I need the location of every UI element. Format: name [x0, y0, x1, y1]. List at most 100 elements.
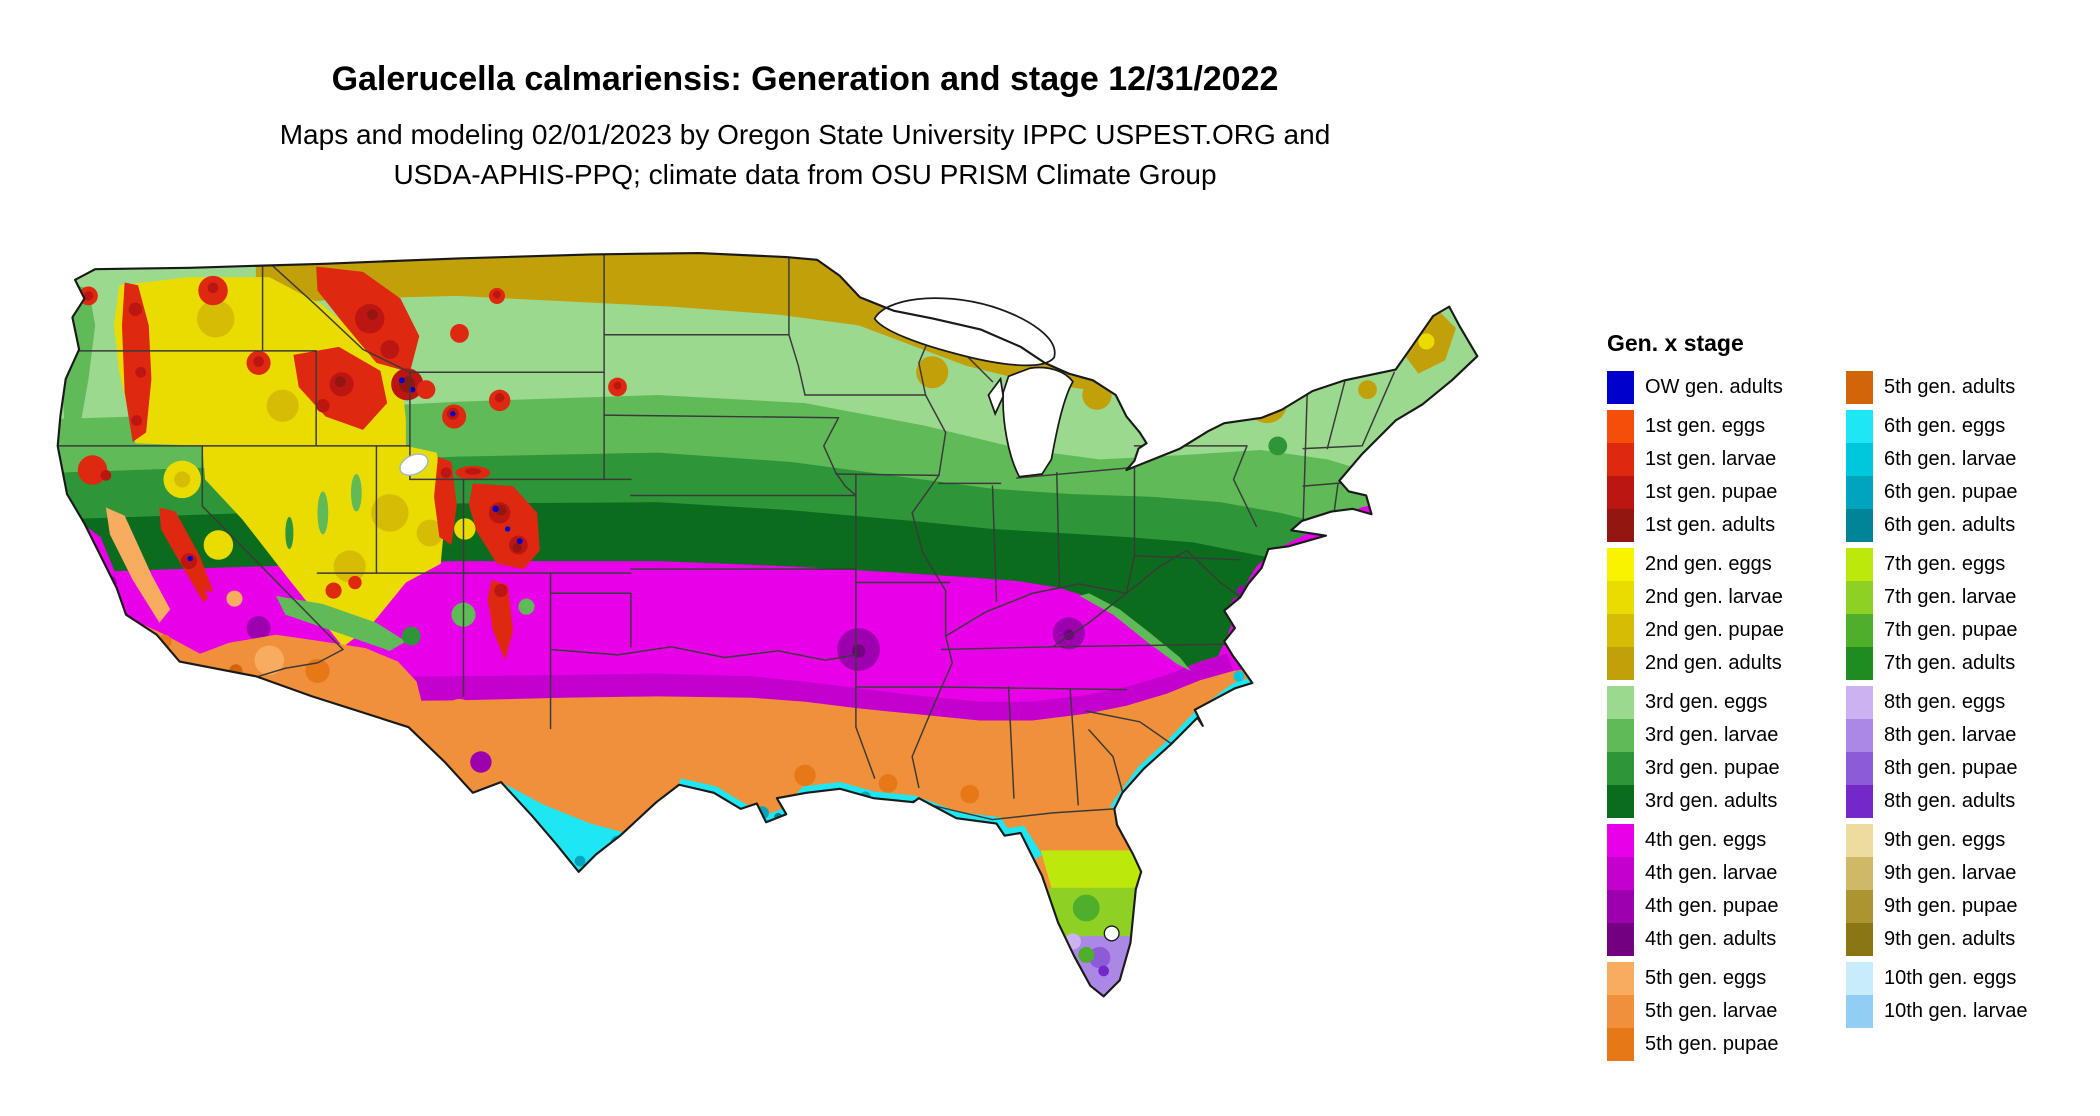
legend-swatch: [1846, 443, 1874, 476]
legend-label: 4th gen. eggs: [1645, 829, 1767, 851]
legend-swatch: [1607, 962, 1634, 995]
legend-swatch: [1846, 647, 1874, 680]
legend-swatch: [1607, 581, 1634, 614]
green-bay: [987, 376, 1005, 417]
legend-label: 7th gen. adults: [1884, 652, 2016, 674]
legend-label: 9th gen. pupae: [1884, 895, 2018, 917]
legend-swatch: [1846, 581, 1874, 614]
legend-swatch: [1607, 548, 1634, 581]
legend-item: 3rd gen. pupae: [1607, 752, 1784, 785]
legend-swatch: [1846, 923, 1874, 956]
legend-item: 7th gen. adults: [1846, 647, 2027, 680]
legend-item: 4th gen. larvae: [1607, 857, 1784, 890]
map-subtitle: Maps and modeling 02/01/2023 by Oregon S…: [55, 115, 1555, 195]
legend-swatch: [1607, 995, 1634, 1028]
ow-adults-specks: [187, 377, 523, 562]
legend-group: 10th gen. eggs 10th gen. larvae: [1846, 962, 2027, 1028]
legend-item: 5th gen. eggs: [1607, 962, 1784, 995]
legend-item: 1st gen. adults: [1607, 509, 1784, 542]
legend-label: 3rd gen. pupae: [1645, 757, 1780, 779]
map-title: Galerucella calmariensis: Generation and…: [331, 60, 1279, 98]
legend-swatch: [1607, 890, 1634, 923]
legend-group: 8th gen. eggs 8th gen. larvae 8th gen. pup…: [1846, 686, 2027, 818]
legend-item: 5th gen. larvae: [1607, 995, 1784, 1028]
band-5th-south: [57, 666, 1478, 997]
legend-item: OW gen. adults: [1607, 371, 1784, 404]
legend-item: 9th gen. eggs: [1846, 824, 2027, 857]
legend-item: 3rd gen. eggs: [1607, 686, 1784, 719]
legend-label: 1st gen. adults: [1645, 514, 1776, 536]
appalachian-green-tongue: [1079, 593, 1191, 671]
legend-label: 7th gen. pupae: [1884, 619, 2018, 641]
legend-swatch: [1846, 857, 1874, 890]
legend-item: 3rd gen. adults: [1607, 785, 1784, 818]
legend-swatch: [1846, 371, 1874, 404]
legend-label: 5th gen. larvae: [1645, 1000, 1778, 1022]
legend-group: 7th gen. eggs 7th gen. larvae 7th gen. pup…: [1846, 548, 2027, 680]
legend-label: 3rd gen. larvae: [1645, 724, 1779, 746]
legend-swatch: [1846, 719, 1874, 752]
legend-group: 4th gen. eggs 4th gen. larvae 4th gen. pup…: [1607, 824, 1784, 956]
legend-swatch: [1846, 962, 1874, 995]
legend-label: 5th gen. adults: [1884, 376, 2016, 398]
legend-label: 5th gen. pupae: [1645, 1033, 1779, 1055]
great-salt-lake: [399, 453, 429, 476]
legend-swatch: [1846, 410, 1874, 443]
legend-item: 3rd gen. larvae: [1607, 719, 1784, 752]
legend-label: 8th gen. adults: [1884, 790, 2016, 812]
legend-swatch: [1846, 995, 1874, 1028]
western-overlays: [61, 266, 627, 734]
legend-swatch: [1607, 824, 1634, 857]
legend-swatch: [1846, 509, 1874, 542]
us-generation-stage-map: [55, 245, 1555, 1058]
legend-label: 10th gen. eggs: [1884, 967, 2017, 989]
legend-label: 9th gen. eggs: [1884, 829, 2006, 851]
legend-swatch: [1607, 857, 1634, 890]
legend-label: 10th gen. larvae: [1884, 1000, 2028, 1022]
us-map-svg: [56, 251, 1479, 998]
lake-michigan: [1002, 366, 1074, 478]
legend-label: 2nd gen. eggs: [1645, 553, 1772, 575]
lake-okeechobee: [1103, 925, 1120, 942]
legend-group: 9th gen. eggs 9th gen. larvae 9th gen. pup…: [1846, 824, 2027, 956]
legend-group: 1st gen. eggs 1st gen. larvae 1st gen. pup…: [1607, 410, 1784, 542]
legend-item: 5th gen. pupae: [1607, 1028, 1784, 1061]
legend-columns: OW gen. adults 1st gen. eggs 1st gen. larv…: [1607, 371, 2027, 1067]
legend-label: 4th gen. adults: [1645, 928, 1777, 950]
legend-label: 5th gen. eggs: [1645, 967, 1767, 989]
band-4th-larvae-strip: [57, 653, 1234, 721]
map-subtitle-line2: USDA-APHIS-PPQ; climate data from OSU PR…: [393, 159, 1217, 190]
legend-label: 9th gen. adults: [1884, 928, 2016, 950]
legend-item: 8th gen. adults: [1846, 785, 2027, 818]
legend-swatch: [1607, 476, 1634, 509]
state-boundaries: [57, 253, 1396, 821]
legend-item: 10th gen. larvae: [1846, 995, 2027, 1028]
legend-label: 1st gen. eggs: [1645, 415, 1766, 437]
legend-item: 6th gen. larvae: [1846, 443, 2027, 476]
legend-item: 8th gen. pupae: [1846, 752, 2027, 785]
legend-swatch: [1607, 410, 1634, 443]
legend-label: 9th gen. larvae: [1884, 862, 2017, 884]
legend-swatch: [1607, 614, 1634, 647]
legend-swatch: [1846, 686, 1874, 719]
legend-label: 4th gen. larvae: [1645, 862, 1778, 884]
legend-swatch: [1607, 1028, 1634, 1061]
legend-item: 2nd gen. pupae: [1607, 614, 1784, 647]
legend-label: 3rd gen. adults: [1645, 790, 1778, 812]
legend-label: 6th gen. larvae: [1884, 448, 2017, 470]
legend-item: 8th gen. larvae: [1846, 719, 2027, 752]
legend-swatch: [1607, 752, 1634, 785]
legend-group: OW gen. adults: [1607, 371, 1784, 404]
legend-label: 6th gen. adults: [1884, 514, 2016, 536]
legend-group: 5th gen. eggs 5th gen. larvae 5th gen. pup…: [1607, 962, 1784, 1061]
legend-item: 2nd gen. adults: [1607, 647, 1784, 680]
legend-swatch: [1607, 785, 1634, 818]
legend-group: 3rd gen. eggs 3rd gen. larvae 3rd gen. pup…: [1607, 686, 1784, 818]
legend-swatch: [1846, 614, 1874, 647]
legend-swatch: [1846, 785, 1874, 818]
legend-swatch: [1607, 686, 1634, 719]
legend-label: 1st gen. larvae: [1645, 448, 1777, 470]
gulf-5th-pupae-patches: [794, 764, 980, 804]
legend-item: 7th gen. larvae: [1846, 581, 2027, 614]
